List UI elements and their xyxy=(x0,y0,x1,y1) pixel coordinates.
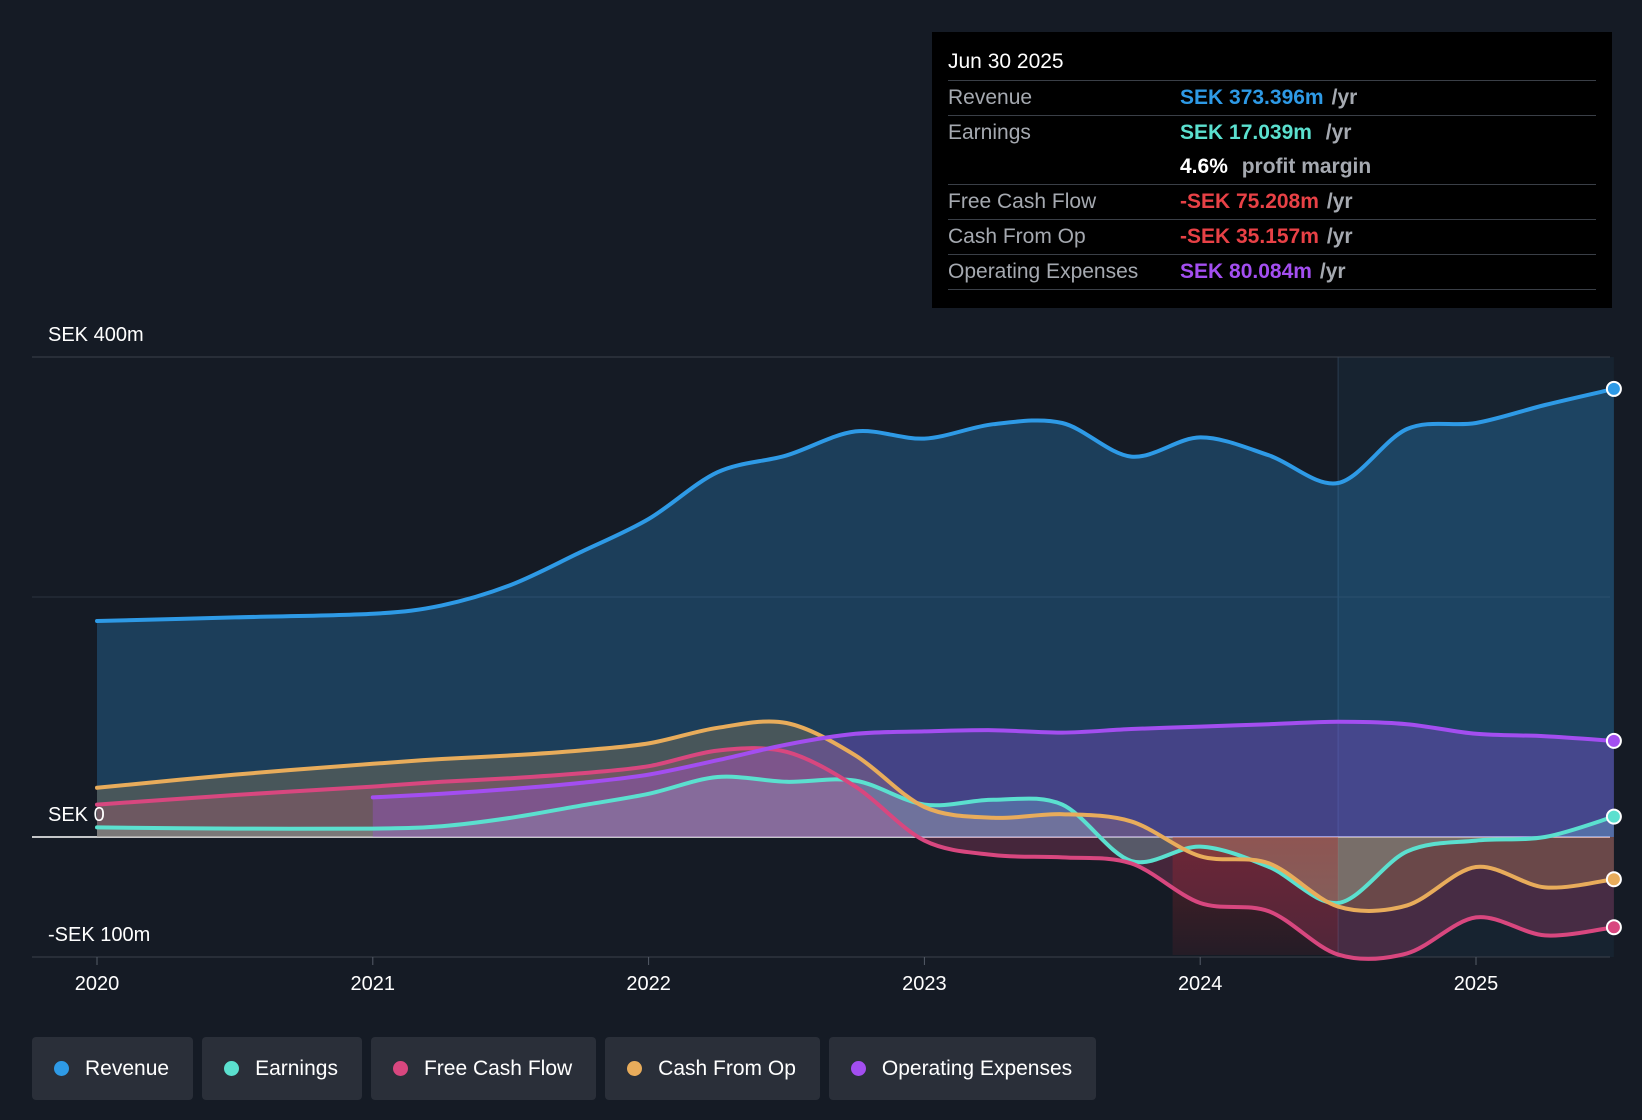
line-operating-expenses xyxy=(370,719,1616,800)
tooltip-value: -SEK 75.208m xyxy=(1180,190,1319,213)
tooltip-value: SEK 80.084m xyxy=(1180,260,1312,283)
x-tick-label: 2024 xyxy=(1178,973,1223,995)
y-tick-label: SEK 400m xyxy=(48,324,144,346)
future-highlight-band xyxy=(1338,357,1614,957)
legend-item-operating-expenses[interactable]: Operating Expenses xyxy=(828,1037,1097,1100)
tooltip-label: Revenue xyxy=(948,86,1033,109)
end-marker-earnings xyxy=(1605,808,1622,825)
end-marker-free-cash-flow xyxy=(1605,919,1622,936)
x-tick-label: 2021 xyxy=(351,973,396,995)
end-marker-operating-expenses xyxy=(1605,732,1622,749)
tooltip-unit: /yr xyxy=(1326,225,1353,248)
legend-dot-icon xyxy=(224,1061,240,1076)
series-lines xyxy=(95,386,1616,961)
x-tick-label: 2022 xyxy=(626,973,671,995)
y-axis-labels: SEK 400m SEK 0 -SEK 100m xyxy=(48,324,150,946)
area-cash-from-op xyxy=(97,721,1614,911)
tooltip-label: Earnings xyxy=(948,121,1031,144)
tooltip-row-revenue: Revenue SEK 373.396m /yr xyxy=(948,81,1596,116)
area-operating-expenses xyxy=(372,721,1614,837)
profit-margin-label: profit margin xyxy=(1241,155,1372,178)
end-marker-revenue xyxy=(1605,380,1622,397)
legend-item-earnings[interactable]: Earnings xyxy=(202,1037,362,1100)
tooltip-unit: /yr xyxy=(1326,190,1353,213)
tooltip-row-cash-from-op: Cash From Op -SEK 35.157m /yr xyxy=(948,220,1596,255)
tooltip-unit: /yr xyxy=(1325,121,1352,144)
legend-item-free-cash-flow[interactable]: Free Cash Flow xyxy=(370,1037,597,1100)
line-free-cash-flow xyxy=(95,746,1616,961)
tooltip-value: SEK 17.039m xyxy=(1180,121,1312,144)
series-areas xyxy=(97,388,1614,959)
tooltip-row-free-cash-flow: Free Cash Flow -SEK 75.208m /yr xyxy=(948,185,1596,220)
legend-label: Operating Expenses xyxy=(881,1056,1073,1080)
x-axis-labels: 2020 2021 2022 2023 2024 2025 xyxy=(75,957,1499,995)
legend-item-revenue[interactable]: Revenue xyxy=(32,1037,194,1100)
tooltip-unit: /yr xyxy=(1319,260,1346,283)
series-end-markers xyxy=(1605,380,1622,936)
tooltip-value: -SEK 35.157m xyxy=(1180,225,1319,248)
chart-legend: Revenue Earnings Free Cash Flow Cash Fro… xyxy=(32,1037,1097,1100)
tooltip-label: Cash From Op xyxy=(948,225,1086,248)
tooltip-unit: /yr xyxy=(1331,86,1358,109)
line-revenue xyxy=(95,386,1616,623)
tooltip-date: Jun 30 2025 xyxy=(948,46,1596,81)
legend-dot-icon xyxy=(627,1061,643,1076)
tooltip-label: Operating Expenses xyxy=(948,260,1139,283)
legend-label: Free Cash Flow xyxy=(423,1056,573,1080)
legend-label: Revenue xyxy=(85,1056,170,1080)
y-tick-label: SEK 0 xyxy=(48,804,105,826)
end-marker-cash-from-op xyxy=(1605,871,1622,888)
legend-label: Earnings xyxy=(255,1056,338,1080)
y-tick-label: -SEK 100m xyxy=(48,924,150,946)
x-tick-label: 2025 xyxy=(1454,973,1499,995)
profit-margin-value: 4.6% xyxy=(1180,155,1228,178)
tooltip-panel: Jun 30 2025 Revenue SEK 373.396m /yr Ear… xyxy=(932,32,1612,308)
legend-dot-icon xyxy=(850,1061,866,1076)
tooltip-value: SEK 373.396m xyxy=(1180,86,1324,109)
tooltip-label: Free Cash Flow xyxy=(948,190,1097,213)
line-cash-from-op xyxy=(95,719,1616,913)
legend-label: Cash From Op xyxy=(658,1056,796,1080)
x-tick-label: 2023 xyxy=(902,973,947,995)
legend-item-cash-from-op[interactable]: Cash From Op xyxy=(605,1037,820,1100)
x-tick-label: 2020 xyxy=(75,973,120,995)
legend-dot-icon xyxy=(54,1061,69,1076)
tooltip-row-earnings: Earnings SEK 17.039m /yr 4.6% profit mar… xyxy=(948,116,1596,185)
legend-dot-icon xyxy=(392,1061,408,1076)
tooltip-row-operating-expenses: Operating Expenses SEK 80.084m /yr xyxy=(948,255,1596,290)
